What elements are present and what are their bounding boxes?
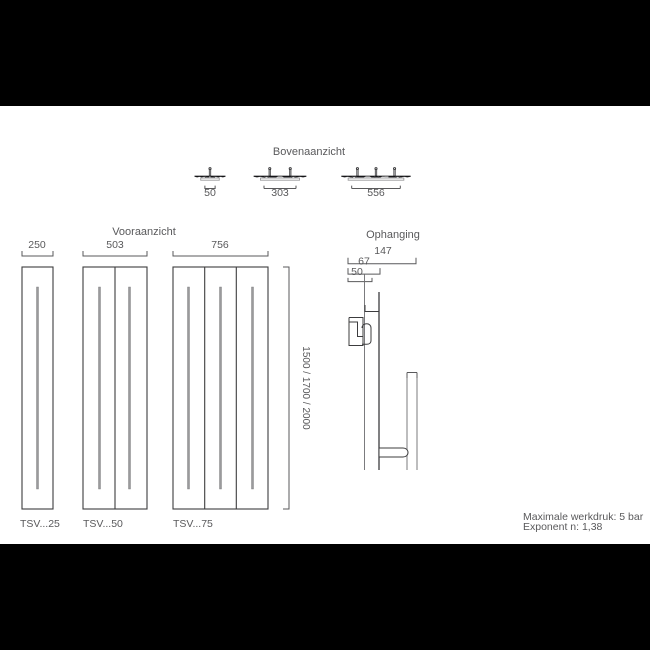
svg-text:1500 / 1700 / 2000: 1500 / 1700 / 2000 xyxy=(300,346,311,430)
svg-text:250: 250 xyxy=(28,239,46,251)
svg-text:67: 67 xyxy=(358,256,370,268)
svg-text:50: 50 xyxy=(204,187,216,199)
svg-text:147: 147 xyxy=(374,245,392,257)
svg-text:TSV...50: TSV...50 xyxy=(83,518,123,530)
svg-text:503: 503 xyxy=(106,239,124,251)
svg-text:756: 756 xyxy=(211,239,229,251)
svg-text:50: 50 xyxy=(351,266,363,278)
svg-text:556: 556 xyxy=(367,187,385,199)
svg-text:TSV...75: TSV...75 xyxy=(173,518,213,530)
svg-text:TSV...25: TSV...25 xyxy=(20,518,60,530)
svg-text:303: 303 xyxy=(271,187,289,199)
